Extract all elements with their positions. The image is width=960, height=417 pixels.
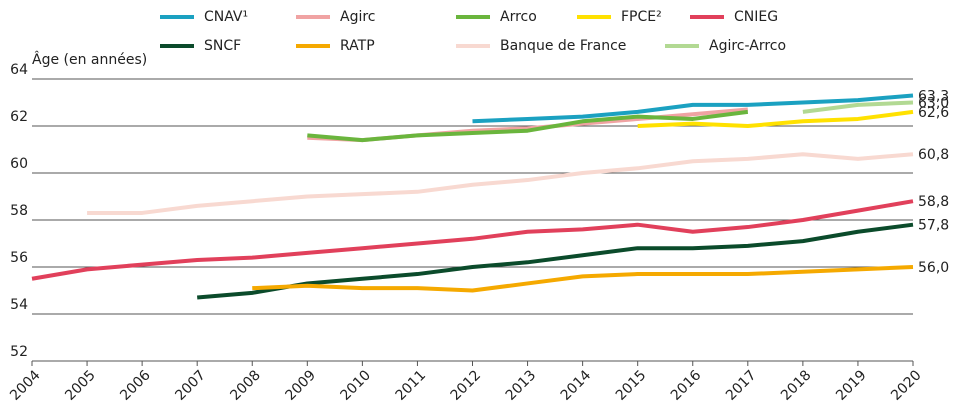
y-tick-label: 54 — [10, 297, 28, 313]
legend-label: FPCE² — [621, 9, 662, 25]
x-tick-label: 2009 — [282, 367, 319, 404]
y-tick-label: 58 — [10, 203, 28, 219]
value-label: 60,8 — [918, 147, 949, 163]
x-tick-label: 2006 — [117, 367, 154, 404]
value-label: 63,3 — [918, 88, 949, 104]
y-tick-label: 56 — [10, 250, 28, 266]
series-line — [802, 100, 914, 114]
x-tick-label: 2004 — [7, 367, 44, 404]
x-tick-label: 2011 — [393, 367, 430, 404]
series-line — [31, 199, 914, 281]
y-axis-label: Âge (en années) — [32, 50, 147, 68]
legend-label: Arrco — [500, 9, 537, 25]
legend-label: Agirc — [340, 9, 376, 25]
y-tick-label: 64 — [10, 62, 28, 78]
x-tick-label: 2005 — [62, 367, 99, 404]
series-line — [637, 109, 914, 128]
value-label: 56,0 — [918, 260, 949, 276]
y-tick-label: 52 — [10, 344, 28, 360]
series-line — [87, 152, 914, 215]
legend-label: RATP — [340, 38, 375, 54]
value-label: 58,8 — [918, 194, 949, 210]
value-label: 63,0 — [918, 96, 949, 112]
series-line — [197, 222, 914, 300]
x-tick-label: 2015 — [613, 367, 650, 404]
x-tick-label: 2019 — [833, 367, 870, 404]
x-tick-label: 2010 — [338, 367, 375, 404]
x-tick-label: 2018 — [778, 367, 815, 404]
x-tick-label: 2007 — [172, 367, 209, 404]
legend-label: SNCF — [204, 38, 241, 54]
series-line — [307, 109, 749, 143]
legend-label: CNIEG — [734, 9, 778, 25]
legend-label: Agirc-Arrco — [709, 38, 786, 54]
series-line — [252, 265, 914, 293]
value-label: 62,6 — [918, 105, 949, 121]
value-label: 57,8 — [918, 218, 949, 234]
x-tick-label: 2017 — [723, 367, 760, 404]
series-line — [472, 93, 914, 124]
x-tick-label: 2020 — [888, 367, 925, 404]
x-tick-label: 2008 — [227, 367, 264, 404]
y-tick-label: 62 — [10, 109, 28, 125]
x-tick-label: 2012 — [448, 367, 485, 404]
x-tick-label: 2016 — [668, 367, 705, 404]
legend-label: CNAV¹ — [204, 9, 248, 25]
x-tick-label: 2013 — [503, 367, 540, 404]
x-tick-label: 2014 — [558, 367, 595, 404]
legend-label: Banque de France — [500, 38, 626, 54]
y-tick-label: 60 — [10, 156, 28, 172]
